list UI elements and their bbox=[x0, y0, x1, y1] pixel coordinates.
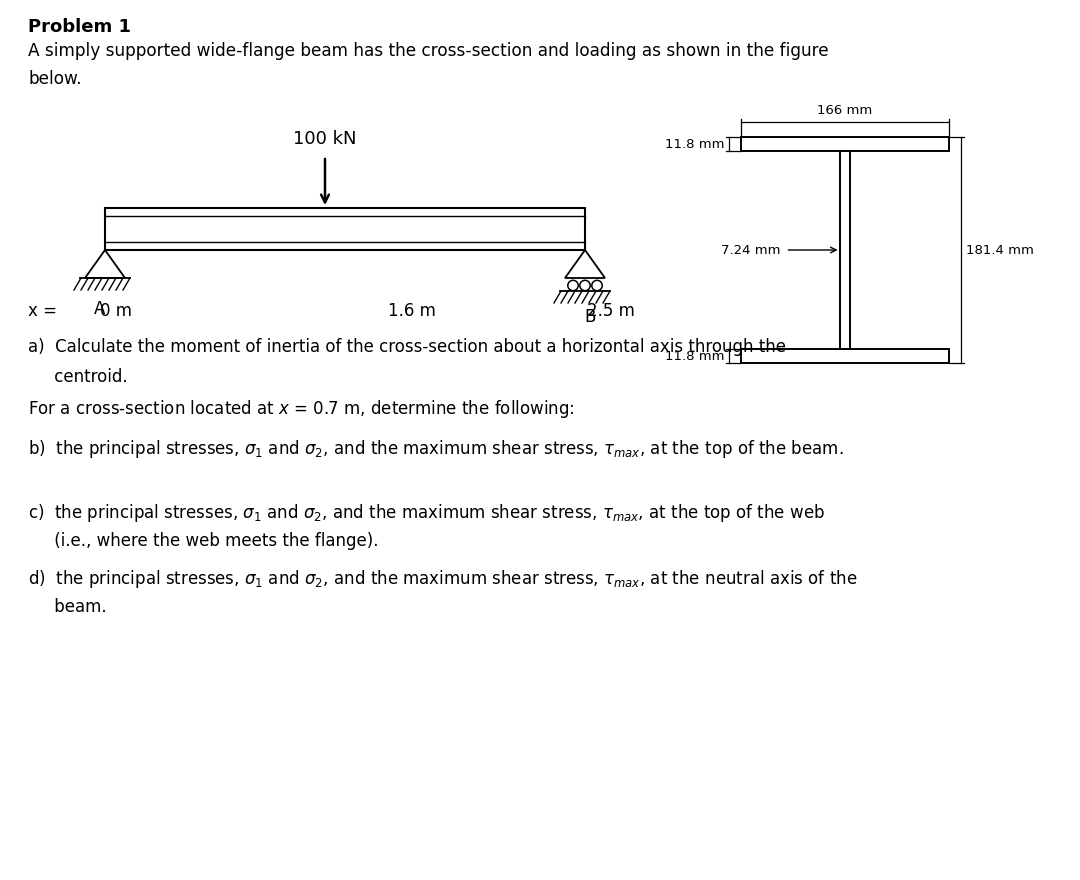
Text: B: B bbox=[584, 308, 596, 326]
Text: below.: below. bbox=[28, 70, 82, 88]
Text: 11.8 mm: 11.8 mm bbox=[665, 349, 725, 363]
Text: For a cross-section located at $x$ = 0.7 m, determine the following:: For a cross-section located at $x$ = 0.7… bbox=[28, 398, 575, 420]
Text: A simply supported wide-flange beam has the cross-section and loading as shown i: A simply supported wide-flange beam has … bbox=[28, 42, 828, 60]
Text: beam.: beam. bbox=[28, 598, 107, 616]
Text: c)  the principal stresses, $\sigma_1$ and $\sigma_2$, and the maximum shear str: c) the principal stresses, $\sigma_1$ an… bbox=[28, 502, 825, 524]
Text: b)  the principal stresses, $\sigma_1$ and $\sigma_2$, and the maximum shear str: b) the principal stresses, $\sigma_1$ an… bbox=[28, 438, 843, 460]
Text: 0 m: 0 m bbox=[100, 302, 132, 320]
Text: a)  Calculate the moment of inertia of the cross-section about a horizontal axis: a) Calculate the moment of inertia of th… bbox=[28, 338, 786, 356]
Text: x =: x = bbox=[28, 302, 57, 320]
Text: A: A bbox=[94, 300, 106, 318]
Text: d)  the principal stresses, $\sigma_1$ and $\sigma_2$, and the maximum shear str: d) the principal stresses, $\sigma_1$ an… bbox=[28, 568, 858, 590]
Text: 2.5 m: 2.5 m bbox=[588, 302, 635, 320]
Text: 166 mm: 166 mm bbox=[818, 104, 873, 117]
Text: 181.4 mm: 181.4 mm bbox=[966, 244, 1034, 256]
Text: Problem 1: Problem 1 bbox=[28, 18, 131, 36]
Text: 1.6 m: 1.6 m bbox=[389, 302, 436, 320]
Text: 100 kN: 100 kN bbox=[294, 130, 356, 148]
Text: 7.24 mm: 7.24 mm bbox=[721, 244, 781, 256]
Text: centroid.: centroid. bbox=[28, 368, 127, 386]
Text: (i.e., where the web meets the flange).: (i.e., where the web meets the flange). bbox=[28, 532, 378, 550]
Text: 11.8 mm: 11.8 mm bbox=[665, 137, 725, 150]
